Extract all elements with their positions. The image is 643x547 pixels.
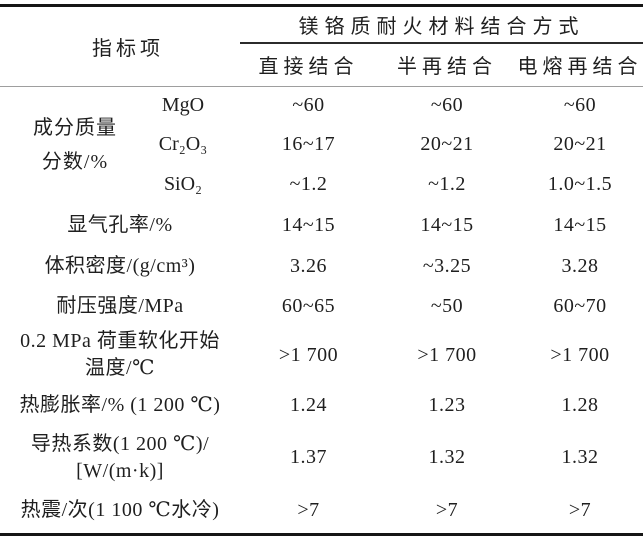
property-label: 0.2 MPa 荷重软化开始 温度/℃	[20, 330, 220, 379]
value-cell: 60~65	[281, 295, 336, 317]
value-cell: ~1.2	[289, 172, 328, 195]
property-label: 显气孔率/%	[67, 213, 173, 236]
composition-group-label: 成分质量 分数/%	[33, 117, 117, 174]
value-cell: 14~15	[281, 213, 336, 236]
table-row-bulk-density: 体积密度/(g/cm³) 3.26 ~3.25 3.28	[0, 247, 643, 287]
value-cell: 14~15	[420, 213, 474, 236]
header-row-group: 指标项 镁铬质耐火材料结合方式	[0, 5, 643, 87]
value-cell: 1.28	[561, 393, 599, 416]
property-label: 热膨胀率/% (1 200 ℃)	[19, 393, 221, 416]
table-row-thermal-shock: 热震/次(1 100 ℃水冷) >7 >7 >7	[0, 489, 643, 535]
value-cell: >1 700	[550, 343, 610, 366]
value-cell: 16~17	[281, 133, 336, 155]
column-header-direct-bond: 直接结合	[240, 42, 377, 87]
column-header-fused-rebonded: 电熔再结合	[517, 42, 643, 87]
table-row-thermal-expansion: 热膨胀率/% (1 200 ℃) 1.24 1.23 1.28	[0, 384, 643, 427]
value-cell: ~50	[430, 295, 464, 317]
indicator-column-header: 指标项	[0, 5, 240, 87]
value-cell: ~60	[292, 94, 325, 117]
value-cell: >7	[568, 499, 592, 522]
table-row-thermal-conductivity: 导热系数(1 200 ℃)/ [W/(m·k)] 1.37 1.32 1.32	[0, 427, 643, 489]
value-cell: >1 700	[278, 343, 339, 366]
table-row-sio2: SiO₂ ~1.2 ~1.2 1.0~1.5	[0, 165, 643, 204]
value-cell: ~60	[563, 94, 597, 117]
bond-type-group-header: 镁铬质耐火材料结合方式	[240, 5, 643, 44]
value-cell: 3.28	[561, 255, 599, 277]
value-cell: 1.32	[561, 446, 599, 468]
property-label: 耐压强度/MPa	[56, 295, 184, 317]
column-header-semi-rebonded: 半再结合	[377, 42, 517, 87]
property-label: 热震/次(1 100 ℃水冷)	[20, 499, 220, 522]
value-cell: 1.37	[290, 446, 327, 468]
header-row-bond-types: 直接结合 半再结合 电熔再结合	[0, 42, 643, 87]
value-cell: 60~70	[553, 295, 607, 317]
value-cell: 1.32	[428, 446, 466, 468]
table-row-crushing-strength: 耐压强度/MPa 60~65 ~50 60~70	[0, 287, 643, 327]
property-label: 体积密度/(g/cm³)	[44, 255, 196, 277]
value-cell: 3.26	[290, 255, 327, 277]
value-cell: 14~15	[553, 213, 607, 236]
property-label: 导热系数(1 200 ℃)/ [W/(m·k)]	[30, 432, 210, 482]
table-row-apparent-porosity: 显气孔率/% 14~15 14~15 14~15	[0, 204, 643, 247]
table-row-cr2o3: Cr₂O₃ 16~17 20~21 20~21	[0, 125, 643, 165]
value-cell: 1.24	[290, 393, 327, 416]
value-cell: ~3.25	[422, 255, 472, 277]
component-label: SiO₂	[163, 172, 203, 195]
value-cell: 1.0~1.5	[547, 172, 613, 195]
value-cell: >1 700	[417, 343, 477, 366]
table-row-softening-temperature: 0.2 MPa 荷重软化开始 温度/℃ >1 700 >1 700 >1 700	[0, 327, 643, 384]
value-cell: >7	[435, 499, 459, 522]
value-cell: 1.23	[428, 393, 466, 416]
refractory-properties-table: 指标项 镁铬质耐火材料结合方式 直接结合 半再结合 电熔再结合 成分质量 分数/…	[0, 4, 643, 536]
value-cell: 20~21	[420, 133, 474, 155]
value-cell: ~60	[430, 94, 464, 117]
component-label: Cr₂O₃	[158, 133, 208, 155]
value-cell: ~1.2	[428, 172, 466, 195]
value-cell: >7	[297, 499, 320, 522]
value-cell: 20~21	[553, 133, 607, 155]
component-label: MgO	[161, 94, 205, 117]
table-row-mgo: 成分质量 分数/% MgO ~60 ~60 ~60	[0, 87, 643, 173]
